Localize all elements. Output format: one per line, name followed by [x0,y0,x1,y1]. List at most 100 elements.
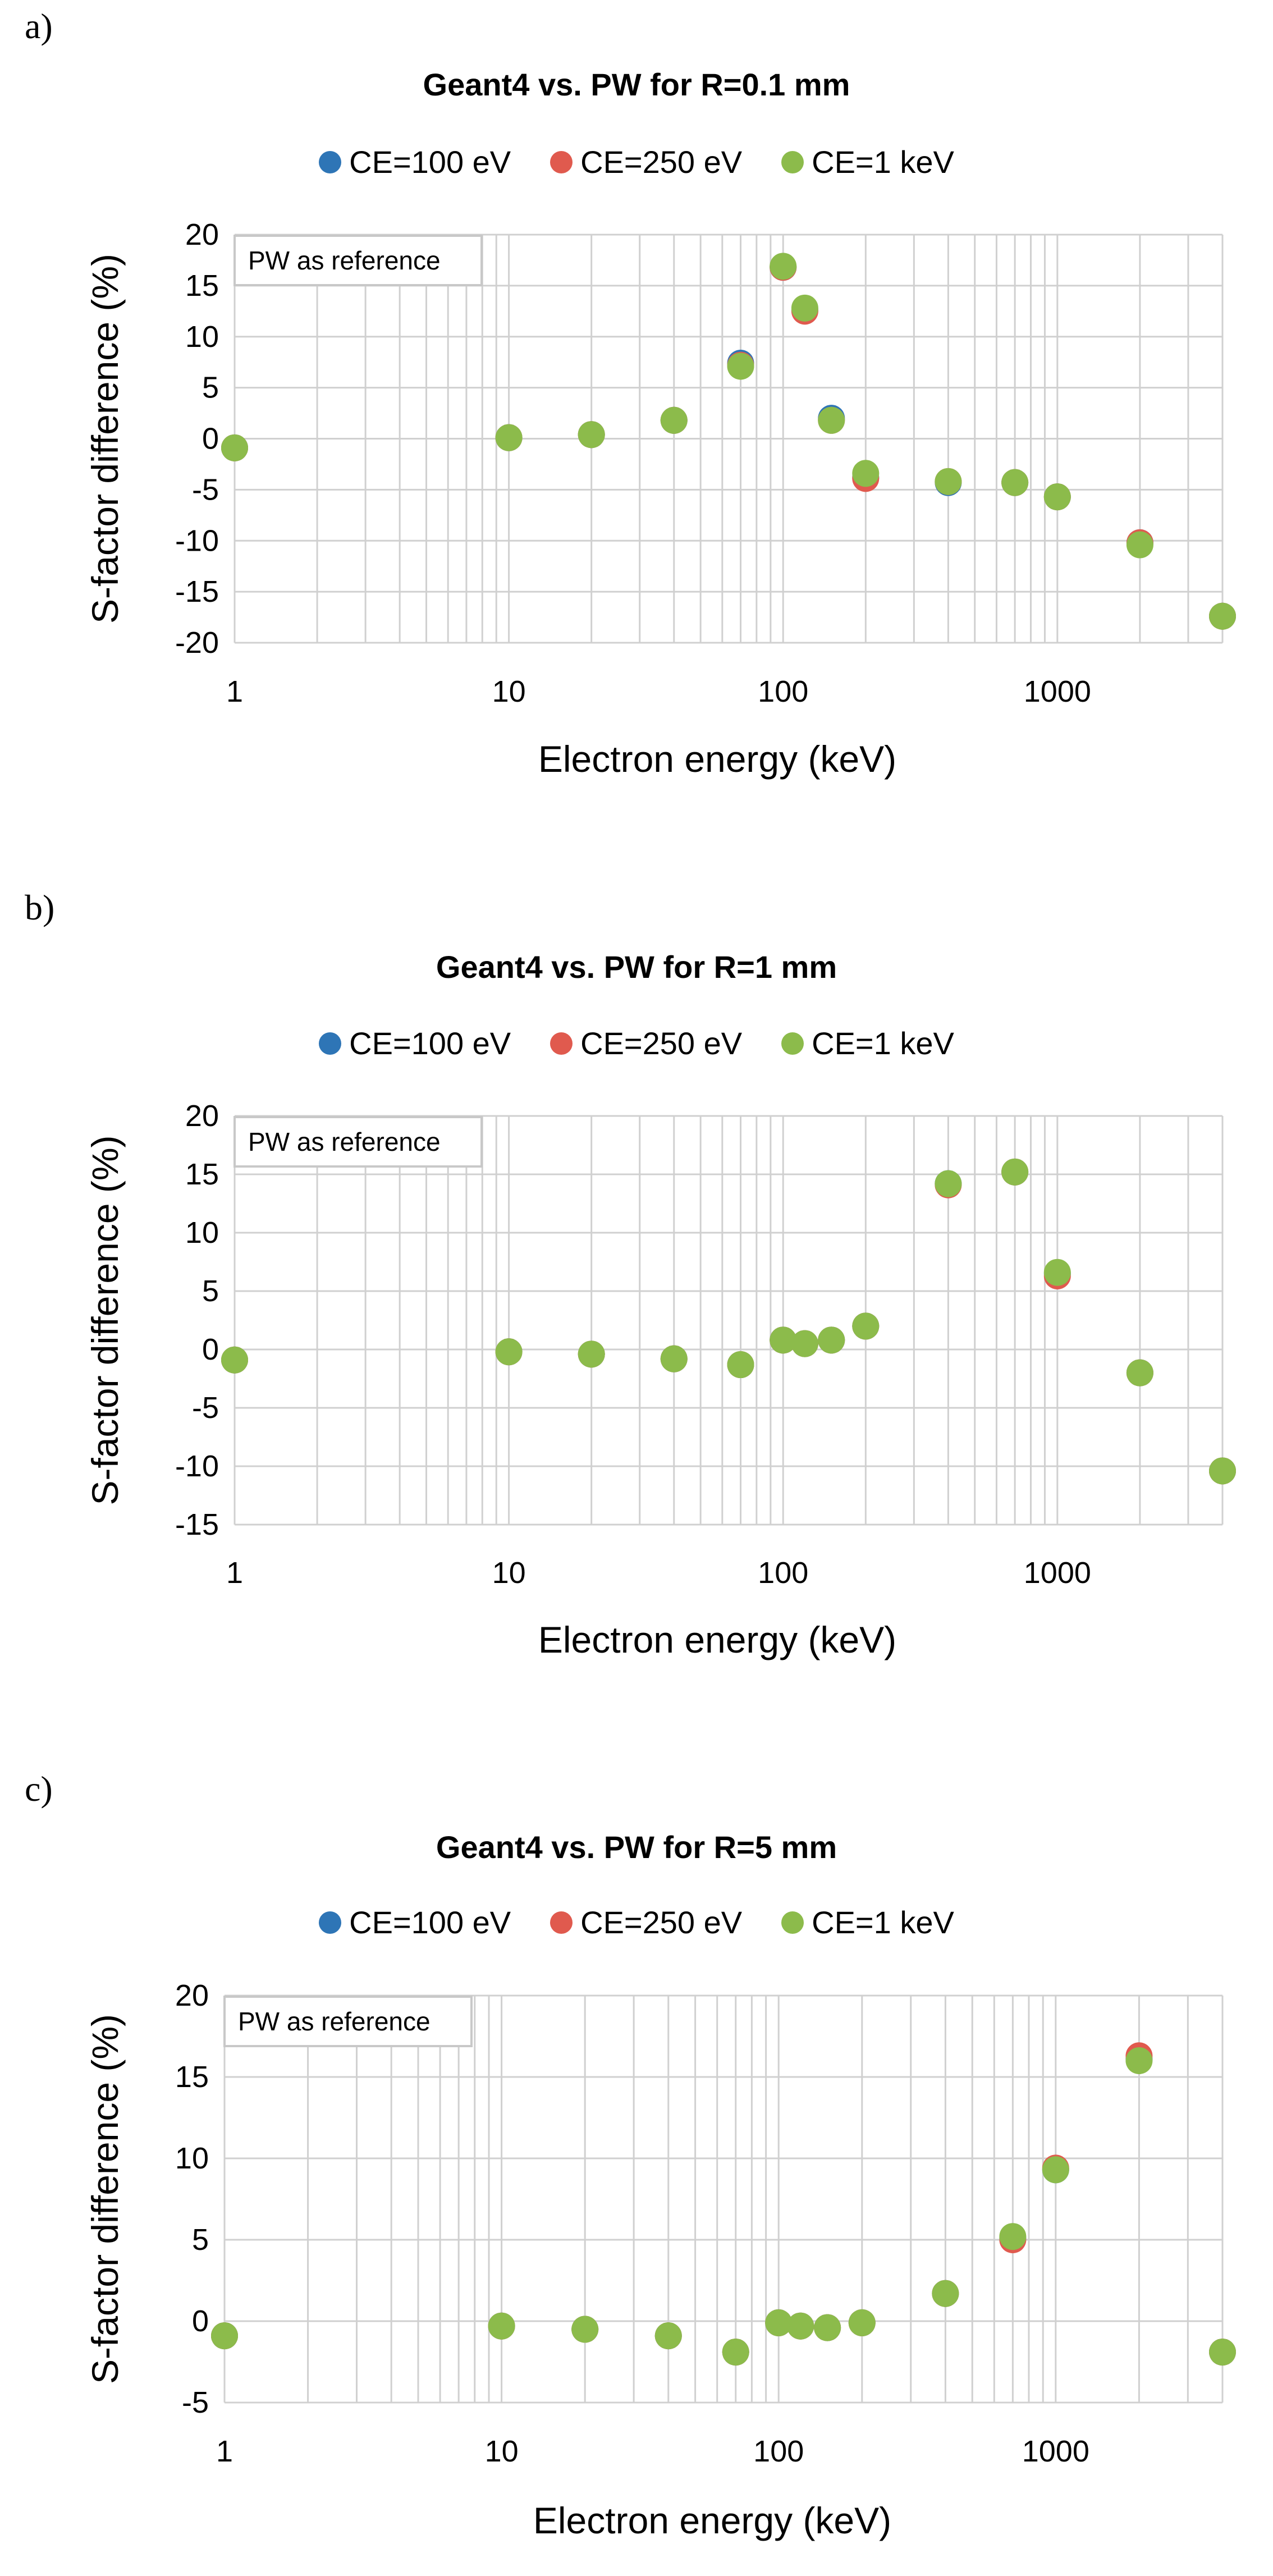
y-tick-label: 5 [192,2223,209,2257]
x-tick-label: 100 [758,675,808,708]
data-point [1043,1259,1071,1286]
legend: CE=100 eV CE=250 eV CE=1 keV [0,144,1273,180]
y-tick-label: -5 [192,473,219,506]
data-point [495,1338,523,1366]
legend-item-ce250: CE=250 eV [550,1904,742,1941]
x-tick-label: 10 [492,675,526,708]
annotation-box [233,235,483,286]
x-axis-label: Electron energy (keV) [533,2500,891,2541]
data-point [818,1326,845,1354]
legend-label: CE=1 keV [812,1905,954,1940]
legend-label: CE=250 eV [580,1026,743,1061]
legend-item-ce100: CE=100 eV [319,1904,511,1941]
y-tick-label: 10 [185,320,219,354]
data-point [852,460,880,487]
data-point [848,2309,876,2336]
x-tick-label: 1 [226,675,243,708]
data-point [1042,2156,1069,2184]
legend-item-ce100: CE=100 eV [319,1025,511,1061]
legend-marker-icon [319,1911,342,1934]
data-point [660,1345,688,1372]
y-tick-label: 0 [202,422,219,456]
legend-label: CE=1 keV [812,1026,954,1061]
annotation-text: PW as reference [248,246,441,275]
panel-label: a) [25,6,53,46]
x-tick-label: 1 [226,1556,243,1590]
y-tick-label: 20 [175,1979,209,2012]
y-axis-label: S-factor difference (%) [84,254,126,624]
y-tick-label: 20 [185,218,219,251]
annotation-box [233,1116,483,1168]
data-point [1209,602,1236,630]
y-tick-label: 15 [175,2060,209,2094]
data-point [770,253,797,280]
legend-label: CE=100 eV [349,1026,511,1061]
data-point [818,406,845,434]
y-tick-label: -15 [175,575,219,608]
data-point [770,1326,797,1354]
data-point [1209,2339,1236,2366]
data-point [495,424,523,451]
x-tick-label: 1 [216,2435,233,2468]
legend-item-ce250: CE=250 eV [550,1025,742,1061]
data-point [722,2339,749,2366]
legend-marker-icon [550,1032,573,1055]
legend-item-ce1k: CE=1 keV [781,1025,954,1061]
x-tick-label: 10 [492,1556,526,1590]
chart-title: Geant4 vs. PW for R=0.1 mm [423,67,850,102]
y-tick-label: 20 [185,1099,219,1133]
data-point [221,434,248,461]
data-point [791,1330,818,1357]
data-point [814,2314,841,2341]
y-tick-label: -20 [175,626,219,660]
data-point [578,1340,605,1368]
annotation-box [223,1996,473,2047]
data-point [211,2322,238,2350]
legend-item-ce250: CE=250 eV [550,144,742,180]
legend-marker-icon [781,150,804,173]
legend-item-ce100: CE=100 eV [319,144,511,180]
y-tick-label: -5 [182,2386,209,2419]
data-point [999,2223,1027,2250]
y-tick-label: 10 [175,2142,209,2175]
data-point [1001,1158,1029,1186]
x-axis-label: Electron energy (keV) [538,738,896,780]
y-tick-label: 10 [185,1216,219,1250]
y-tick-label: 15 [185,1157,219,1191]
legend-item-ce1k: CE=1 keV [781,144,954,180]
panel-label: b) [25,887,55,927]
legend-marker-icon [781,1032,804,1055]
data-point [571,2316,599,2343]
data-point [1126,1359,1153,1387]
data-point [852,1312,880,1340]
scatter-plot: 20 15 10 5 0 -5 -10 -151 10 100 1000 Electron energ… [84,1099,1236,1660]
panel-label: c) [25,1769,53,1809]
data-point [1209,1457,1236,1485]
data-point [727,353,754,380]
x-tick-label: 10 [485,2435,519,2468]
legend-marker-icon [550,1911,573,1934]
data-point [488,2312,515,2340]
data-point [787,2312,814,2340]
data-point [1001,469,1029,496]
legend-marker-icon [781,1911,804,1934]
y-tick-label: 0 [192,2304,209,2338]
y-tick-label: -15 [175,1508,219,1541]
data-point [1126,531,1153,559]
data-point [935,1170,962,1197]
annotation-text: PW as reference [248,1127,441,1156]
legend: CE=100 eV CE=250 eV CE=1 keV [0,1025,1273,1061]
x-tick-label: 100 [758,1556,808,1590]
y-tick-label: -10 [175,524,219,557]
data-point [727,1351,754,1379]
x-tick-label: 1000 [1024,1556,1091,1590]
y-axis-label: S-factor difference (%) [84,2014,126,2384]
legend: CE=100 eV CE=250 eV CE=1 keV [0,1904,1273,1941]
legend-item-ce1k: CE=1 keV [781,1904,954,1941]
data-point [654,2322,682,2350]
y-tick-label: -10 [175,1449,219,1483]
y-tick-label: 5 [202,1274,219,1308]
chart-title: Geant4 vs. PW for R=1 mm [436,949,837,985]
data-point [765,2309,793,2336]
